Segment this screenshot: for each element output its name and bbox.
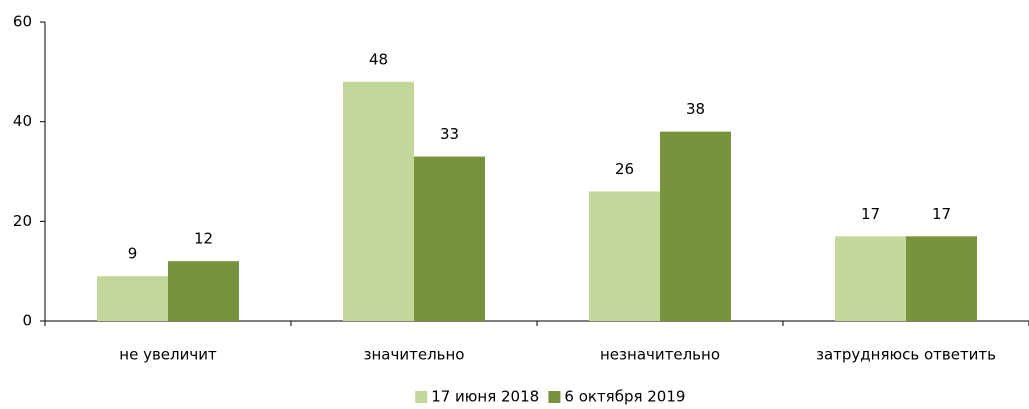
data-label: 17 <box>932 205 951 223</box>
data-label: 33 <box>440 125 459 143</box>
x-tick-label: значительно <box>364 346 465 364</box>
bar <box>835 236 906 321</box>
bar <box>660 131 731 321</box>
bar <box>589 191 660 321</box>
legend-label: 6 октября 2019 <box>564 388 685 406</box>
data-label: 26 <box>615 160 634 178</box>
data-label: 12 <box>194 230 213 248</box>
y-tick-label: 20 <box>13 212 32 230</box>
legend-swatch <box>415 391 428 403</box>
y-tick-label: 60 <box>13 13 32 31</box>
data-label: 9 <box>128 245 138 263</box>
legend-swatch <box>548 391 561 403</box>
bar <box>906 236 977 321</box>
bar <box>414 156 485 321</box>
x-tick-label: не увеличит <box>119 346 217 364</box>
bar <box>168 261 239 321</box>
y-tick-label: 40 <box>13 112 32 130</box>
legend-label: 17 июня 2018 <box>431 388 539 406</box>
data-label: 38 <box>686 100 705 118</box>
y-tick-label: 0 <box>22 312 32 330</box>
x-tick-label: затрудняюсь ответить <box>816 346 996 364</box>
data-label: 48 <box>369 50 388 68</box>
x-tick-label: незначительно <box>600 346 720 364</box>
bar <box>97 276 168 321</box>
data-label: 17 <box>861 205 880 223</box>
bar <box>343 81 414 321</box>
